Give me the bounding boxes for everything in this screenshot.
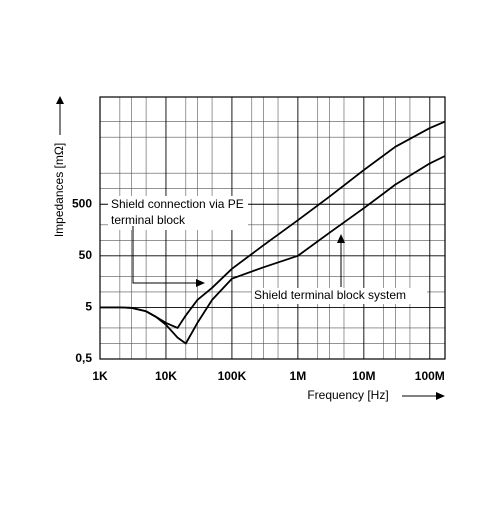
y-tick-label: 50 [79,248,93,262]
y-axis-label: Impedances [mΩ] [52,143,66,237]
y-tick-label: 0,5 [75,351,92,365]
x-tick-label: 100M [415,369,445,383]
x-axis-label: Frequency [Hz] [307,388,388,402]
annotation-2: Shield terminal block system [254,288,406,302]
y-tick-label: 5 [85,300,92,314]
annotation-1-arrowhead [196,279,205,287]
annotation-bg [252,288,427,304]
annotation-2-arrowhead [337,234,345,243]
x-tick-label: 10M [352,369,375,383]
series-line [100,155,446,345]
annotation-1-line-2: terminal block [111,213,186,227]
plot-frame [99,96,446,360]
x-axis-arrowhead [436,392,445,400]
x-tick-label: 1K [92,369,108,383]
annotation-1-arrow [132,226,198,284]
y-tick-label: 500 [72,196,92,210]
x-tick-label: 100K [218,369,247,383]
curves [100,120,446,345]
annotation-1-line-1: Shield connection via PE [111,197,244,211]
y-axis-arrowhead [56,96,64,104]
annotation-bg [108,196,248,230]
x-tick-label: 10K [155,369,177,383]
x-tick-label: 1M [290,369,307,383]
